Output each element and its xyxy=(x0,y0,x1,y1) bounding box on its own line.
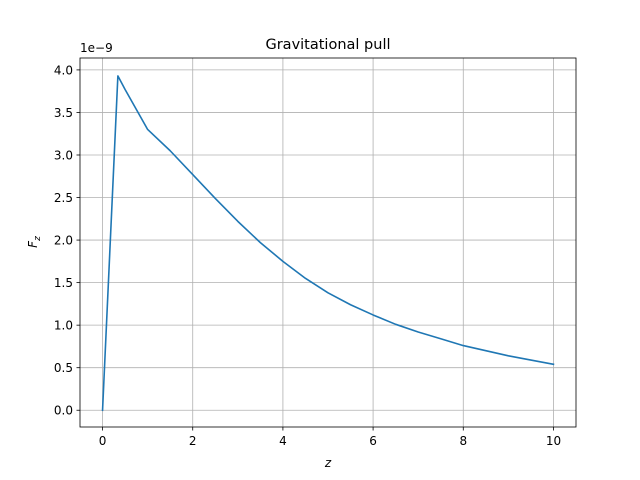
x-tick-label: 6 xyxy=(369,434,377,448)
y-axis-offset-label: 1e−9 xyxy=(80,41,113,55)
y-tick-label: 3.0 xyxy=(54,148,73,162)
x-tick-label: 4 xyxy=(279,434,287,448)
y-tick-label: 4.0 xyxy=(54,63,73,77)
y-tick-label: 2.5 xyxy=(54,191,73,205)
y-tick-label: 1.0 xyxy=(54,319,73,333)
y-tick-label: 1.5 xyxy=(54,276,73,290)
x-tick-label: 8 xyxy=(459,434,467,448)
x-tick-label: 2 xyxy=(189,434,197,448)
plot-area xyxy=(80,58,576,427)
x-tick-label: 10 xyxy=(546,434,561,448)
y-axis-label: Fz xyxy=(26,236,43,248)
axis-ticks: 0 2 4 6 8 10 0.0 0.5 1.0 1.5 2.0 2.5 3.0 3.5 4.0 xyxy=(54,63,561,448)
x-tick-label: 0 xyxy=(99,434,107,448)
grid-lines xyxy=(80,58,576,427)
x-axis-label: z xyxy=(324,456,332,470)
series-line xyxy=(101,75,555,412)
y-tick-label: 3.5 xyxy=(54,106,73,120)
y-tick-label: 0.0 xyxy=(54,404,73,418)
series-layer xyxy=(101,75,555,412)
y-tick-label: 2.0 xyxy=(54,234,73,248)
y-tick-label: 0.5 xyxy=(54,361,73,375)
plot-frame xyxy=(79,57,577,428)
y-axis-label-main: F xyxy=(26,240,40,248)
y-axis-label-subscript: z xyxy=(33,236,43,242)
chart-title: Gravitational pull xyxy=(265,37,390,53)
